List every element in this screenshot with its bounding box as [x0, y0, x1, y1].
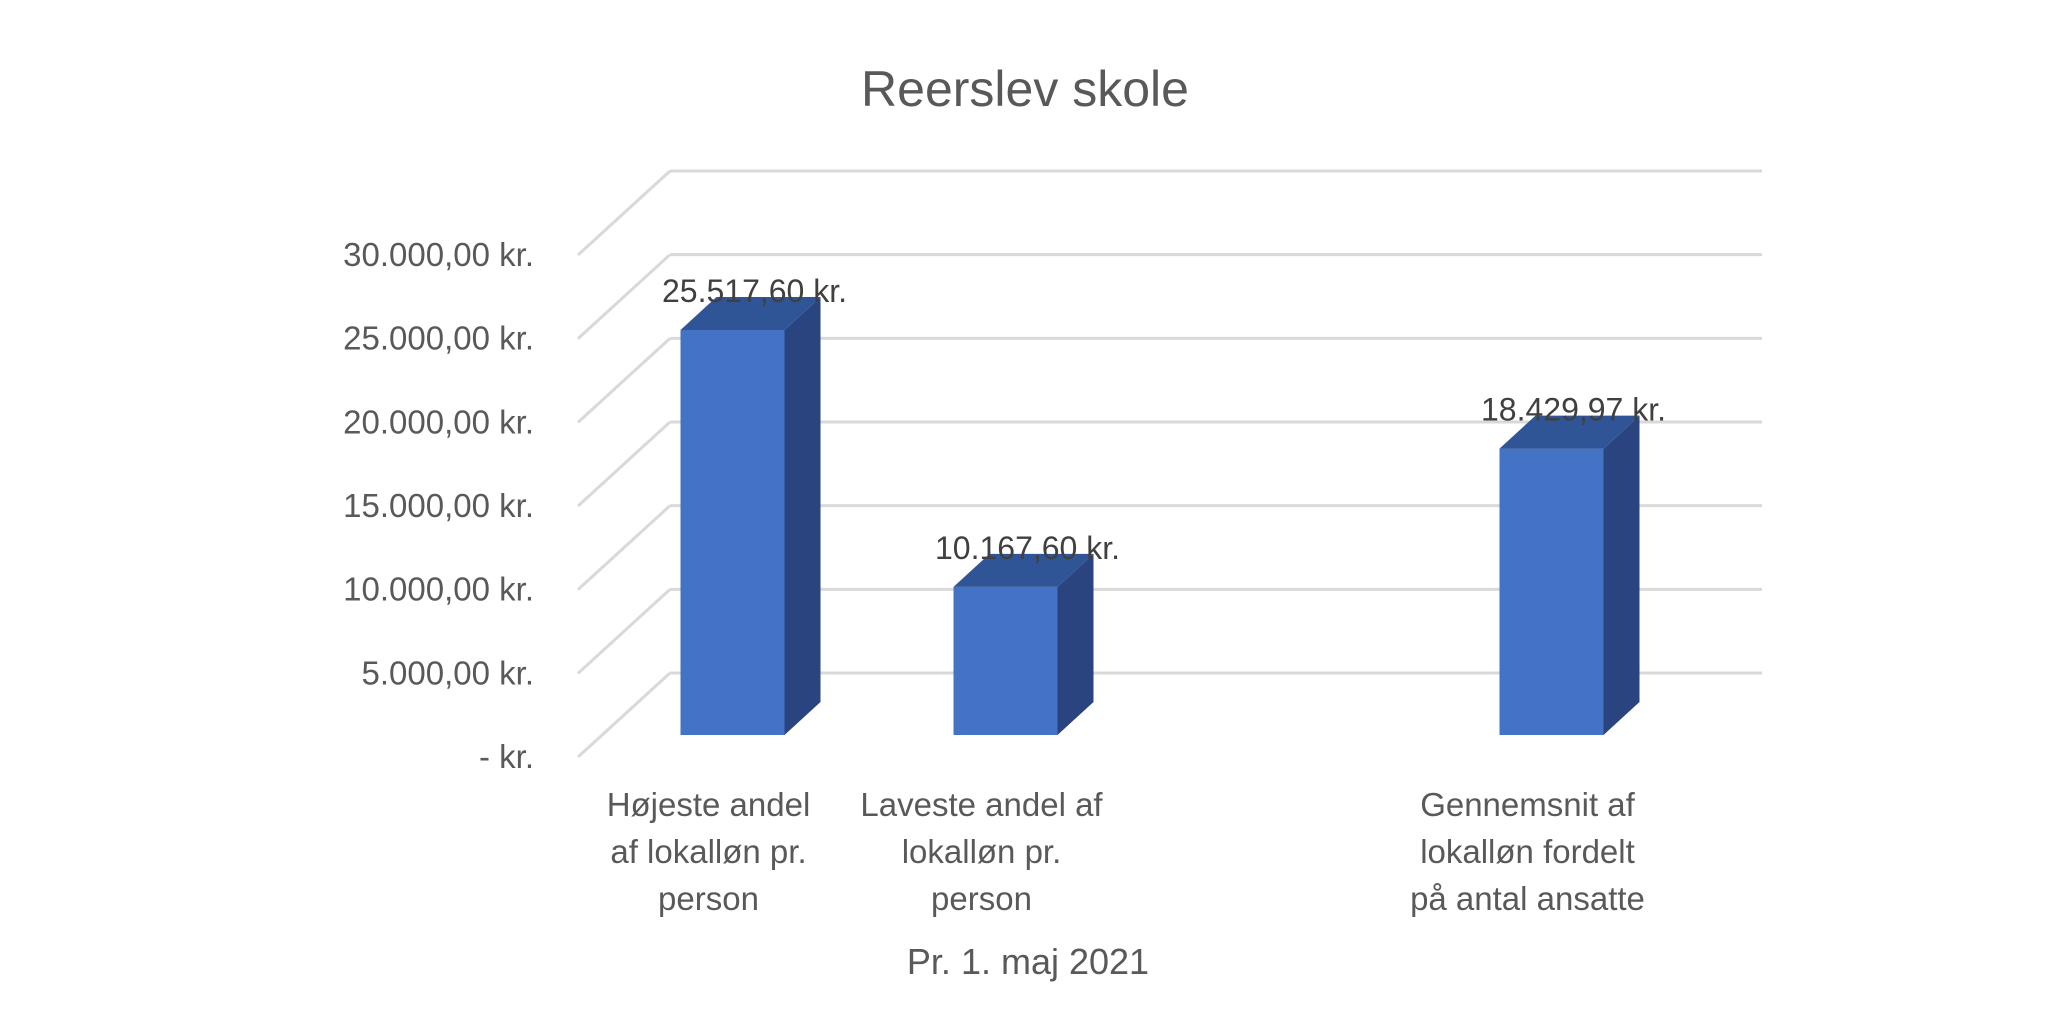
chart-title: Reerslev skole	[861, 61, 1189, 117]
category-label-line: lokalløn pr.	[902, 833, 1062, 870]
gridline-depth-1	[576, 588, 672, 675]
x-axis-categories: Højeste andel af lokalløn pr. personLavest…	[607, 786, 1645, 917]
category-label-0: Højeste andel af lokalløn pr. person	[607, 786, 811, 917]
gridlines	[576, 169, 1762, 759]
data-labels: 25.517,60 kr. 10.167,60 kr. 18.429,97 kr.	[662, 273, 1666, 566]
category-label-line: af lokalløn pr.	[610, 833, 806, 870]
bar-front-0	[680, 330, 785, 735]
category-label-3: Gennemsnit af lokalløn fordelt på antal an…	[1410, 786, 1645, 917]
category-label-line: lokalløn fordelt	[1420, 833, 1635, 870]
y-tick-label: 25.000,00 kr.	[343, 320, 534, 357]
bar-side-1	[1057, 553, 1094, 735]
gridline-depth-0	[576, 671, 672, 759]
bar-side-3	[1603, 415, 1640, 735]
y-tick-label: 30.000,00 kr.	[343, 236, 534, 273]
y-tick-label: 20.000,00 kr.	[343, 403, 534, 440]
category-label-line: på antal ansatte	[1410, 880, 1645, 917]
y-tick-label: - kr.	[479, 738, 534, 775]
bar-front-3	[1499, 448, 1604, 735]
gridline-depth-2	[576, 504, 672, 591]
category-label-line: person	[658, 880, 759, 917]
data-label-3: 18.429,97 kr.	[1481, 392, 1666, 428]
category-label-line: Laveste andel af	[860, 786, 1103, 823]
gridline-depth-6	[576, 169, 672, 257]
bar-front-1	[953, 586, 1058, 735]
category-label-line: person	[931, 880, 1032, 917]
bars	[680, 297, 1640, 735]
data-label-1: 10.167,60 kr.	[935, 530, 1120, 566]
category-label-1: Laveste andel af lokalløn pr. person	[860, 786, 1103, 917]
category-label-line: Gennemsnit af	[1420, 786, 1635, 823]
gridline-depth-3	[576, 420, 672, 508]
x-axis-title: Pr. 1. maj 2021	[907, 941, 1149, 982]
y-tick-label: 10.000,00 kr.	[343, 571, 534, 608]
bar-top-3	[1499, 415, 1640, 449]
y-tick-label: 15.000,00 kr.	[343, 487, 534, 524]
bar-side-0	[784, 297, 821, 735]
y-tick-label: 5.000,00 kr.	[362, 654, 534, 691]
data-label-0: 25.517,60 kr.	[662, 273, 847, 309]
bar-top-0	[680, 297, 821, 331]
gridline-depth-5	[576, 253, 672, 340]
gridline-depth-4	[576, 337, 672, 424]
y-axis-ticks: - kr. 5.000,00 kr. 10.000,00 kr. 15.000,00 …	[343, 236, 534, 775]
category-label-line: Højeste andel	[607, 786, 811, 823]
bar-top-1	[953, 553, 1094, 587]
